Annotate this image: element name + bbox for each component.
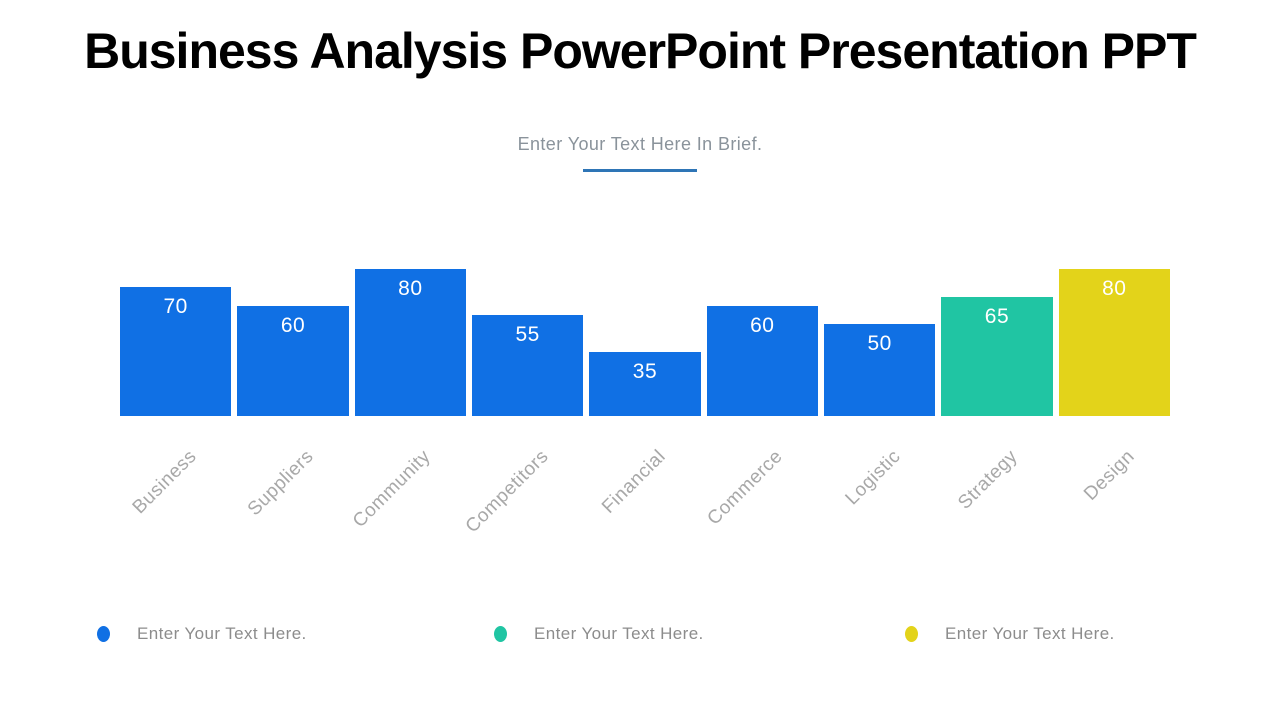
bar-financial: 35 <box>589 352 701 416</box>
bar-chart: 70 60 80 55 35 60 50 65 80 Business Suppliers Comm… <box>120 269 1170 586</box>
subtitle-underline <box>583 169 697 172</box>
bar-strategy: 65 <box>941 297 1053 416</box>
legend-dot <box>97 626 110 642</box>
category-label-business: Business <box>128 446 201 519</box>
bar-value-label: 60 <box>280 314 306 337</box>
legend-item: Enter Your Text Here. <box>905 624 1115 644</box>
slide-subtitle: Enter Your Text Here In Brief. <box>517 134 763 154</box>
legend-dot <box>494 626 507 642</box>
category-label-suppliers: Suppliers <box>243 446 318 521</box>
slide-title: Business Analysis PowerPoint Presentatio… <box>84 23 1197 79</box>
category-label-community: Community <box>349 446 436 532</box>
bar-community: 80 <box>354 269 466 416</box>
bar-value-label: 55 <box>515 323 540 346</box>
bar-value-label: 70 <box>163 295 188 318</box>
category-label-logistic: Logistic <box>841 446 905 510</box>
bar-value-label: 65 <box>984 305 1010 328</box>
bar-value-label: 50 <box>867 332 892 355</box>
legend-item: Enter Your Text Here. <box>494 624 704 644</box>
category-label-competitors: Competitors <box>461 446 553 538</box>
bar-commerce: 60 <box>706 306 818 416</box>
bar-value-label: 80 <box>1102 277 1127 300</box>
legend-label: Enter Your Text Here. <box>945 624 1115 643</box>
legend-dot <box>905 626 918 642</box>
bar-competitors: 55 <box>471 315 584 416</box>
bar-value-label: 35 <box>632 360 658 383</box>
bar-design: 80 <box>1058 269 1170 416</box>
bar-value-label: 60 <box>750 314 775 337</box>
category-label-strategy: Strategy <box>954 446 1022 514</box>
legend-item: Enter Your Text Here. <box>97 624 307 644</box>
category-label-financial: Financial <box>598 446 670 518</box>
legend-label: Enter Your Text Here. <box>534 624 704 643</box>
bar-suppliers: 60 <box>237 306 349 416</box>
category-label-commerce: Commerce <box>703 446 788 530</box>
chart-bars: 70 60 80 55 35 60 50 65 80 <box>120 269 1170 416</box>
chart-category-labels: Business Suppliers Community Competitors Fin… <box>120 416 1170 586</box>
legend-label: Enter Your Text Here. <box>137 624 307 643</box>
bar-value-label: 80 <box>398 277 423 300</box>
category-label-design: Design <box>1080 446 1140 505</box>
bar-logistic: 50 <box>823 324 936 416</box>
bar-business: 70 <box>120 287 232 416</box>
